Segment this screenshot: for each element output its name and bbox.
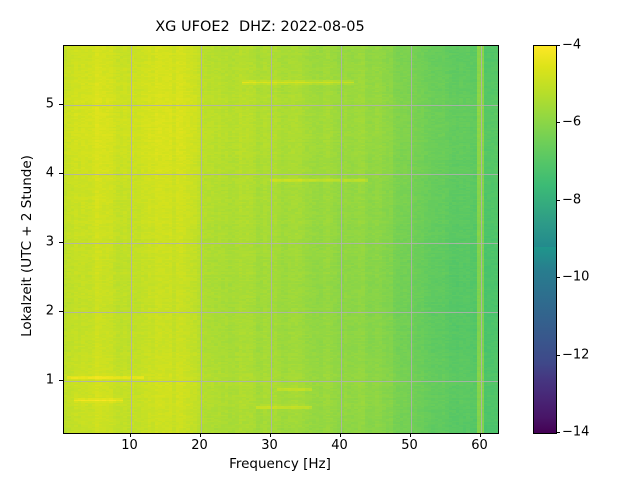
x-tick [409, 433, 411, 437]
y-tick-label: 4 [45, 165, 54, 181]
x-tick-label: 50 [401, 438, 418, 453]
colorbar-tick-label: −12 [562, 347, 590, 363]
colorbar-tick-label: −10 [562, 269, 590, 285]
y-tick-label: 5 [45, 96, 54, 112]
y-tick [59, 103, 63, 105]
y-tick [59, 311, 63, 313]
y-tick-label: 1 [45, 372, 54, 388]
colorbar-tick-label: −14 [562, 424, 590, 440]
x-tick [339, 433, 341, 437]
x-tick [479, 433, 481, 437]
spectrogram-image [64, 46, 498, 433]
figure-title: XG UFOE2 DHZ: 2022-08-05 [155, 19, 365, 35]
colorbar-tick [556, 277, 560, 279]
x-tick-label: 10 [121, 438, 138, 453]
colorbar-tick [556, 122, 560, 124]
colorbar-tick [556, 354, 560, 356]
x-tick [199, 433, 201, 437]
spectrogram-axes [63, 45, 499, 434]
colorbar-tick [556, 45, 560, 46]
x-tick [269, 433, 271, 437]
x-tick-label: 40 [331, 438, 348, 453]
y-tick [59, 172, 63, 174]
colorbar-tick-label: −6 [562, 114, 582, 130]
x-axis-label: Frequency [Hz] [229, 456, 331, 472]
colorbar-tick-label: −4 [562, 37, 582, 53]
colorbar-tick [556, 432, 560, 433]
y-tick [59, 241, 63, 243]
colorbar-tick [556, 199, 560, 201]
y-tick-label: 3 [45, 234, 54, 250]
y-tick [59, 380, 63, 382]
colorbar-tick-label: −8 [562, 192, 582, 208]
x-tick-label: 30 [261, 438, 278, 453]
x-tick-label: 60 [471, 438, 488, 453]
colorbar [533, 45, 557, 434]
y-tick-label: 2 [45, 303, 54, 319]
x-tick [129, 433, 131, 437]
x-tick-label: 20 [191, 438, 208, 453]
y-axis-label: Lokalzeit (UTC + 2 Stunde) [19, 155, 35, 337]
